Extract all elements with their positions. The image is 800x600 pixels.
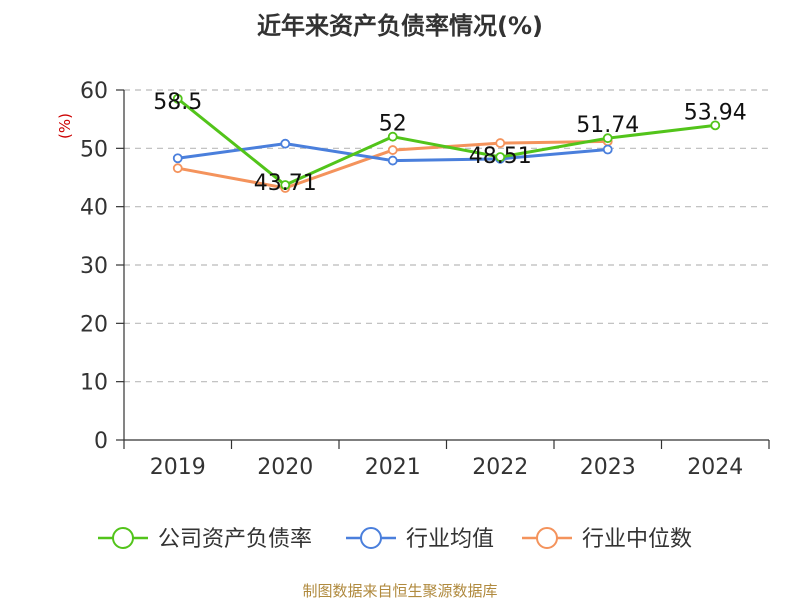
series-company-point[interactable] [710,120,721,131]
series-company-point[interactable] [280,180,291,190]
series-industry-mean-point[interactable] [280,138,291,149]
x-tick-label: 2022 [472,455,528,480]
data-label: 48.51 [469,144,532,169]
series-industry-median-point[interactable] [495,138,506,148]
series-industry-mean-point[interactable] [172,153,183,164]
data-labels: 58.5 43.71 52 48.51 51.74 53.94 [153,90,746,196]
legend: 公司资产负债率 行业均值 行业中位数 [98,527,692,552]
series-industry-mean-point[interactable] [602,144,613,155]
y-tick-label: 10 [80,371,108,396]
legend-label-industry-median: 行业中位数 [582,527,692,552]
y-tick-label: 20 [80,312,108,337]
data-label: 43.71 [254,171,317,196]
x-tick-label: 2020 [257,455,313,480]
x-tick-label: 2019 [150,455,206,480]
series-company-point[interactable] [172,93,183,104]
y-tick-label: 60 [80,79,108,104]
data-label: 52 [379,112,407,137]
data-label: 53.94 [684,100,747,125]
legend-item-industry-mean[interactable]: 行业均值 [346,527,494,552]
y-tick-label: 0 [94,429,108,454]
series-company-point[interactable] [495,152,506,162]
legend-marker-industry-mean [360,527,382,549]
data-label: 58.5 [153,90,202,115]
y-tick-label: 40 [80,196,108,221]
legend-label-company: 公司资产负债率 [158,527,312,552]
y-tick-label: 30 [80,254,108,279]
legend-item-company[interactable]: 公司资产负债率 [98,527,312,552]
data-label: 51.74 [576,113,639,138]
source-note: 制图数据来自恒生聚源数据库 [302,582,497,600]
series-company-point[interactable] [387,131,398,142]
y-tick-label: 50 [80,137,108,162]
y-axis-label: (%) [56,113,74,139]
series-company-line [176,97,716,187]
legend-item-industry-median[interactable]: 行业中位数 [522,527,692,552]
x-tick-label: 2024 [687,455,743,480]
legend-marker-company [112,527,134,549]
series-industry-median-point[interactable] [387,145,398,155]
axes: 0 10 20 30 40 50 60 2019 2020 2021 2022 2023 2024 [80,79,770,480]
series-lines [172,93,721,193]
legend-label-industry-mean: 行业均值 [406,527,494,552]
x-tick-label: 2021 [365,455,421,480]
x-tick-label: 2023 [580,455,636,480]
series-industry-mean-point[interactable] [387,155,398,166]
series-company-point[interactable] [602,133,613,144]
legend-marker-industry-median [536,527,558,549]
series-industry-median-point[interactable] [172,163,183,174]
chart-title: 近年来资产负债率情况(%) [257,12,543,40]
